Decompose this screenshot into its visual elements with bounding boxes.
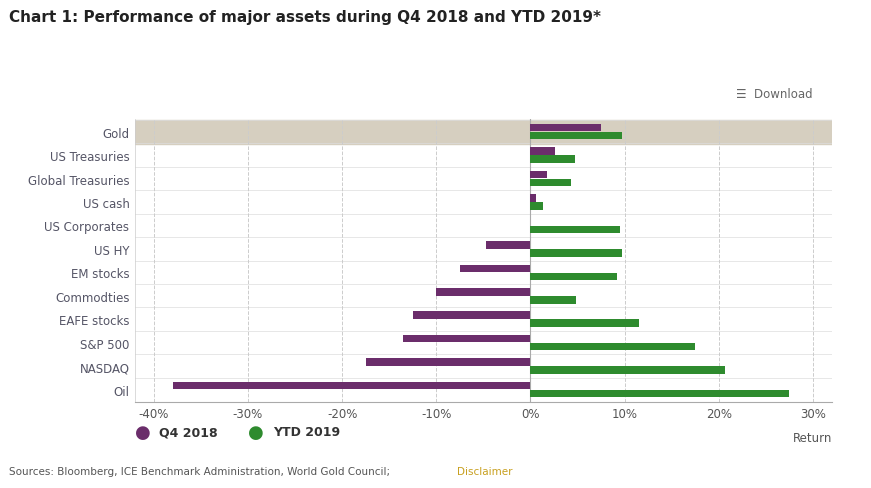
Text: Return: Return (793, 431, 832, 444)
Bar (530, 250, 622, 257)
Bar (530, 133, 622, 140)
Text: Disclaimer: Disclaimer (457, 466, 513, 476)
Bar (530, 390, 789, 397)
Bar (413, 312, 530, 319)
Bar (530, 320, 638, 327)
Bar (486, 242, 530, 249)
Text: YTD 2019: YTD 2019 (273, 426, 340, 438)
Text: ●: ● (248, 423, 264, 441)
Bar (530, 125, 601, 132)
Bar (530, 195, 537, 203)
Text: ☰  Download: ☰ Download (736, 88, 813, 101)
Text: Chart 1: Performance of major assets during Q4 2018 and YTD 2019*: Chart 1: Performance of major assets dur… (9, 10, 601, 25)
Bar (135, 120, 832, 144)
Bar (530, 226, 620, 234)
Bar (436, 288, 530, 296)
Bar (530, 273, 618, 281)
Text: Q4 2018: Q4 2018 (159, 426, 218, 438)
Bar (530, 203, 543, 210)
Bar (530, 171, 548, 179)
Bar (530, 148, 555, 156)
Bar (530, 296, 576, 304)
Bar (530, 156, 575, 163)
Bar (460, 265, 530, 272)
Bar (366, 359, 530, 366)
Text: ●: ● (135, 423, 151, 441)
Bar (530, 343, 695, 351)
Bar (530, 180, 571, 187)
Bar (530, 366, 726, 374)
Bar (403, 335, 530, 343)
Text: Sources: Bloomberg, ICE Benchmark Administration, World Gold Council;: Sources: Bloomberg, ICE Benchmark Admini… (9, 466, 393, 476)
Bar (172, 382, 530, 389)
